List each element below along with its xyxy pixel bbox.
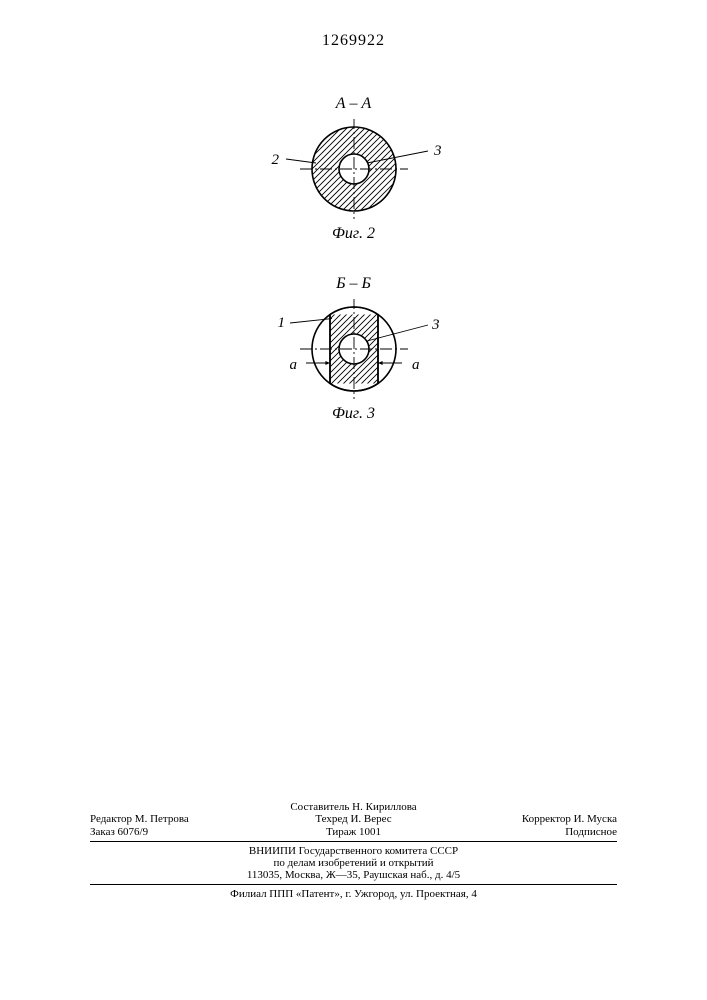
fig2-callout-right: 3: [434, 143, 442, 160]
imprint-line3: 113035, Москва, Ж—35, Раушская наб., д. …: [90, 869, 617, 881]
imprint-corrector: Корректор И. Муска: [441, 813, 617, 825]
fig3-drawing: 1 3 а а: [254, 299, 454, 399]
fig3-callout-side-right: а: [412, 357, 420, 374]
imprint-line2: по делам изобретений и открытий: [90, 857, 617, 869]
fig3-caption: Фиг. 3: [332, 405, 375, 423]
imprint-block: Составитель Н. Кириллова Редактор М. Пет…: [0, 801, 707, 900]
fig3-section-label: Б – Б: [336, 275, 371, 293]
imprint-rule-2: [90, 884, 617, 885]
fig3-callout-top-right: 3: [432, 317, 440, 334]
page-number: 1269922: [0, 32, 707, 50]
fig3-callout-side-left: а: [290, 357, 298, 374]
imprint-line4: Филиал ППП «Патент», г. Ужгород, ул. Про…: [90, 888, 617, 900]
imprint-tirage: Тираж 1001: [266, 826, 442, 838]
imprint-line1: ВНИИПИ Государственного комитета СССР: [90, 845, 617, 857]
fig2-drawing: 2 3: [254, 119, 454, 219]
fig2-caption: Фиг. 2: [332, 225, 375, 243]
imprint-tech: Техред И. Верес: [266, 813, 442, 825]
imprint-order: Заказ 6076/9: [90, 826, 266, 838]
fig2-section-label: А – А: [336, 95, 372, 113]
fig3-callout-top-left: 1: [278, 315, 286, 332]
fig2-callout-left: 2: [272, 152, 280, 169]
figure-2: А – А 2 3 Фиг. 2: [0, 95, 707, 243]
imprint-rule-1: [90, 841, 617, 842]
imprint-compiler: Составитель Н. Кириллова: [90, 801, 617, 813]
figure-3: Б – Б 1 3 а а Фиг. 3: [0, 275, 707, 423]
imprint-editor: Редактор М. Петрова: [90, 813, 266, 825]
imprint-sign: Подписное: [441, 826, 617, 838]
